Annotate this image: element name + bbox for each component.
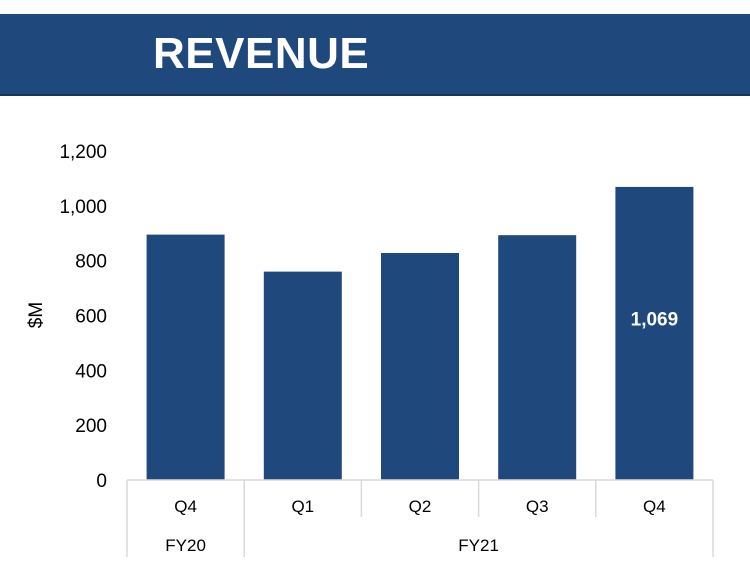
y-tick-label: 1,200 [59, 142, 107, 163]
y-axis: 0 200 400 600 800 1,000 1,200 [59, 142, 107, 492]
x-tick-label: Q3 [526, 497, 549, 516]
x-group-label: FY21 [458, 536, 499, 555]
y-tick-label: 600 [75, 307, 107, 328]
y-tick-label: 400 [75, 361, 107, 382]
bar-series: 1,069 [146, 186, 694, 480]
y-tick-label: 200 [75, 416, 107, 437]
bar-data-label: 1,069 [631, 309, 679, 330]
y-tick-label: 800 [75, 252, 107, 273]
x-tick-label: Q1 [291, 497, 314, 516]
y-axis-label: $M [26, 302, 47, 328]
x-tick-label: Q4 [174, 497, 197, 516]
title-banner: REVENUE [0, 14, 750, 96]
x-tick-label: Q2 [409, 497, 432, 516]
bar [615, 186, 694, 480]
bar [498, 235, 577, 480]
y-tick-label: 1,000 [59, 197, 107, 218]
x-axis: Q4 Q1 Q2 Q3 Q4 FY20 FY21 [126, 479, 714, 557]
page-title: REVENUE [153, 29, 370, 78]
bar [263, 271, 342, 480]
top-strip [0, 0, 750, 14]
bar [381, 252, 459, 480]
x-group-label: FY20 [165, 536, 206, 555]
bar [146, 234, 225, 480]
y-tick-label: 0 [96, 471, 107, 492]
x-tick-label: Q4 [643, 497, 666, 516]
